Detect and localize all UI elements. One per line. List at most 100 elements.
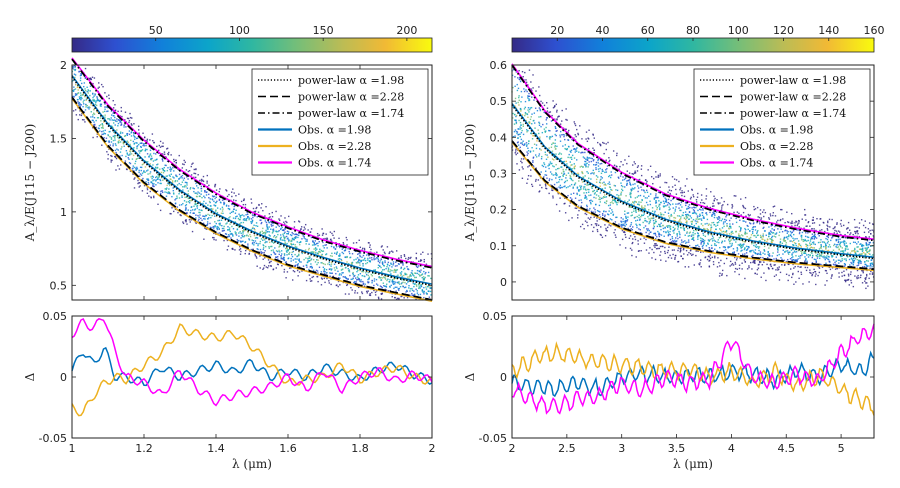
scatter-point — [223, 203, 225, 206]
scatter-point — [825, 257, 828, 259]
scatter-point — [348, 269, 351, 271]
scatter-point — [865, 263, 867, 266]
scatter-point — [789, 234, 792, 236]
scatter-point — [744, 247, 746, 250]
scatter-point — [244, 249, 247, 252]
scatter-point — [152, 160, 155, 162]
scatter-point — [639, 194, 642, 197]
scatter-point — [304, 238, 307, 240]
scatter-point — [523, 88, 525, 90]
scatter-point — [99, 117, 102, 119]
scatter-point — [149, 163, 151, 165]
scatter-point — [535, 178, 537, 181]
scatter-point — [127, 157, 129, 159]
scatter-point — [583, 228, 585, 230]
scatter-point — [171, 181, 174, 183]
scatter-point — [87, 90, 90, 92]
scatter-point — [806, 260, 808, 262]
scatter-point — [811, 256, 813, 259]
scatter-point — [741, 246, 743, 248]
scatter-point — [275, 267, 277, 269]
scatter-point — [242, 203, 245, 206]
scatter-point — [244, 252, 246, 255]
scatter-point — [669, 233, 671, 236]
scatter-point — [734, 271, 736, 273]
scatter-point — [209, 222, 211, 225]
scatter-point — [595, 168, 597, 171]
scatter-point — [394, 281, 396, 283]
scatter-point — [153, 183, 155, 185]
scatter-point — [519, 126, 521, 128]
scatter-point — [760, 261, 762, 263]
scatter-point — [584, 160, 587, 163]
scatter-point — [692, 253, 694, 256]
scatter-point — [685, 204, 687, 207]
scatter-point — [640, 216, 642, 218]
scatter-point — [759, 240, 761, 242]
scatter-point — [241, 214, 244, 216]
y-tick-label: 1 — [60, 206, 67, 219]
scatter-point — [732, 223, 734, 225]
scatter-point — [130, 123, 133, 125]
scatter-point — [628, 237, 631, 239]
scatter-point — [100, 103, 103, 106]
scatter-point — [579, 225, 582, 228]
scatter-point — [425, 288, 428, 290]
scatter-point — [198, 211, 200, 214]
scatter-point — [262, 247, 265, 249]
scatter-point — [762, 235, 764, 237]
scatter-point — [352, 242, 355, 244]
scatter-point — [376, 257, 378, 259]
scatter-point — [583, 186, 585, 188]
scatter-point — [348, 250, 350, 253]
scatter-point — [159, 168, 161, 170]
scatter-point — [579, 166, 581, 168]
scatter-point — [192, 162, 194, 164]
scatter-point — [687, 213, 689, 216]
scatter-point — [569, 174, 571, 177]
scatter-point — [179, 177, 181, 179]
scatter-point — [772, 232, 775, 234]
scatter-point — [114, 137, 116, 139]
scatter-point — [854, 230, 856, 233]
scatter-point — [538, 153, 541, 155]
scatter-point — [373, 280, 376, 282]
scatter-point — [831, 237, 833, 239]
scatter-point — [333, 230, 336, 233]
scatter-point — [592, 155, 595, 158]
scatter-point — [364, 259, 367, 262]
scatter-point — [609, 204, 612, 206]
scatter-point — [862, 249, 864, 251]
scatter-point — [692, 218, 695, 221]
scatter-point — [551, 187, 553, 190]
scatter-point — [95, 100, 98, 102]
scatter-point — [628, 155, 630, 158]
scatter-point — [118, 139, 120, 142]
scatter-point — [686, 213, 688, 216]
scatter-point — [220, 219, 223, 221]
scatter-point — [155, 159, 158, 161]
scatter-point — [857, 274, 859, 277]
scatter-point — [539, 184, 541, 186]
scatter-point — [713, 223, 716, 226]
scatter-point — [689, 231, 692, 233]
scatter-point — [297, 275, 299, 277]
scatter-point — [750, 249, 752, 252]
scatter-point — [697, 192, 699, 195]
scatter-point — [871, 223, 874, 225]
scatter-point — [515, 121, 518, 123]
scatter-point — [339, 255, 341, 257]
scatter-point — [809, 271, 811, 274]
scatter-point — [173, 158, 175, 161]
scatter-point — [807, 239, 809, 242]
scatter-point — [221, 206, 224, 209]
scatter-point — [812, 219, 814, 221]
scatter-point — [659, 245, 662, 248]
scatter-point — [207, 218, 209, 220]
scatter-point — [111, 159, 113, 162]
scatter-point — [213, 238, 215, 241]
scatter-point — [149, 153, 152, 155]
scatter-point — [569, 197, 572, 199]
scatter-point — [736, 247, 738, 249]
scatter-point — [761, 243, 763, 245]
